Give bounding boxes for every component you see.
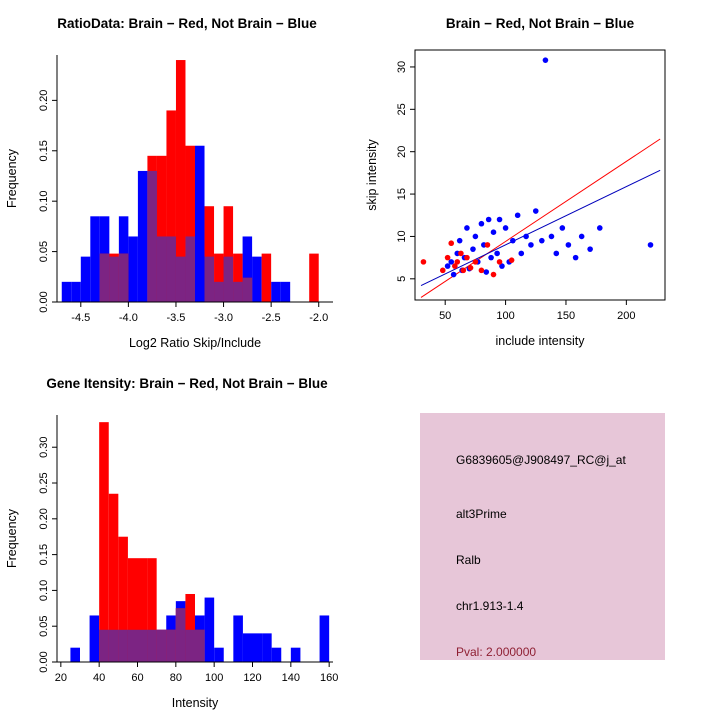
svg-text:0.15: 0.15	[38, 140, 50, 161]
svg-text:Frequency: Frequency	[5, 148, 19, 208]
svg-text:-3.5: -3.5	[166, 312, 185, 324]
svg-text:60: 60	[131, 672, 143, 684]
svg-text:40: 40	[93, 672, 105, 684]
svg-text:-2.5: -2.5	[262, 312, 281, 324]
svg-text:-4.0: -4.0	[119, 312, 138, 324]
svg-text:120: 120	[243, 672, 261, 684]
gene-intensity-title: Gene Itensity: Brain − Red, Not Brain − …	[46, 376, 328, 391]
gene-info-box: G6839605@J908497_RC@j_at alt3Prime Ralb …	[420, 413, 665, 660]
svg-text:0.10: 0.10	[38, 190, 50, 211]
panel-intensity-scatter: Brain − Red, Not Brain − Blue 50 100 150 20…	[360, 0, 720, 360]
svg-text:0.10: 0.10	[38, 580, 50, 601]
svg-text:0.25: 0.25	[38, 472, 50, 493]
probe-id-text: G6839605@J908497_RC@j_at	[456, 453, 626, 467]
splice-type-text: alt3Prime	[456, 507, 507, 521]
svg-text:10: 10	[396, 230, 408, 242]
svg-text:50: 50	[439, 310, 451, 322]
svg-text:0.05: 0.05	[38, 241, 50, 262]
svg-text:0.30: 0.30	[38, 437, 50, 458]
svg-text:15: 15	[396, 188, 408, 200]
svg-text:150: 150	[557, 310, 575, 322]
svg-text:80: 80	[170, 672, 182, 684]
svg-text:Log2 Ratio Skip/Include: Log2 Ratio Skip/Include	[129, 336, 261, 350]
intensity-scatter-title: Brain − Red, Not Brain − Blue	[445, 16, 635, 31]
gene-intensity-histogram-chart: 20 40 60 80 100 120 140 160 0.00 0.05 0.10 0.15 0.20…	[5, 415, 338, 710]
ratio-histogram-chart: -4.5 -4.0 -3.5 -3.0 -2.5 -2.0 0.00 0.05 0.10 0.15…	[5, 55, 333, 350]
svg-text:200: 200	[617, 310, 635, 322]
svg-text:25: 25	[396, 103, 408, 115]
svg-text:160: 160	[320, 672, 338, 684]
svg-text:0.20: 0.20	[38, 508, 50, 529]
intensity-scatter-chart: 50 100 150 200 5 10 15 20 25 30 include intensity s…	[365, 49, 666, 348]
svg-text:Intensity: Intensity	[172, 696, 219, 710]
pval-text: Pval: 2.000000	[456, 645, 537, 659]
svg-text:include intensity: include intensity	[496, 334, 586, 348]
svg-text:140: 140	[282, 672, 300, 684]
svg-text:-4.5: -4.5	[71, 312, 90, 324]
svg-text:20: 20	[55, 672, 67, 684]
svg-text:0.20: 0.20	[38, 90, 50, 111]
svg-text:100: 100	[496, 310, 514, 322]
svg-text:0.00: 0.00	[38, 651, 50, 672]
panel-gene-info: G6839605@J908497_RC@j_at alt3Prime Ralb …	[360, 360, 720, 720]
svg-text:-2.0: -2.0	[309, 312, 328, 324]
svg-text:0.05: 0.05	[38, 615, 50, 636]
svg-text:-3.0: -3.0	[214, 312, 233, 324]
panel-gene-intensity-histogram: Gene Itensity: Brain − Red, Not Brain − …	[0, 360, 360, 720]
ratio-histogram-title: RatioData: Brain − Red, Not Brain − Blue	[57, 16, 317, 31]
svg-text:0.00: 0.00	[38, 291, 50, 312]
panel-ratio-histogram: RatioData: Brain − Red, Not Brain − Blue…	[0, 0, 360, 360]
svg-text:0.15: 0.15	[38, 544, 50, 565]
svg-text:5: 5	[396, 276, 408, 282]
svg-text:skip intensity: skip intensity	[365, 138, 379, 210]
location-text: chr1.913-1.4	[456, 599, 524, 613]
svg-text:Frequency: Frequency	[5, 508, 19, 568]
svg-text:100: 100	[205, 672, 223, 684]
svg-text:30: 30	[396, 61, 408, 73]
svg-text:20: 20	[396, 146, 408, 158]
gene-symbol-text: Ralb	[456, 553, 481, 567]
